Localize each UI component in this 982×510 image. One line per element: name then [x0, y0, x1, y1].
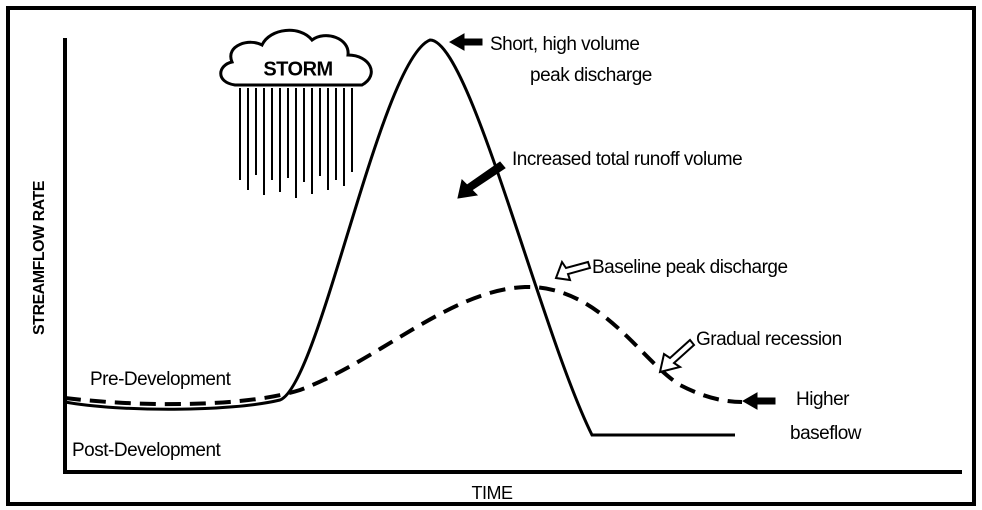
annotation: Increased total runoff volume: [512, 149, 742, 170]
pre-development-curve: [64, 284, 743, 407]
post-development-curve: [64, 38, 735, 437]
annotation: peak discharge: [530, 65, 652, 86]
annotation: Higher: [796, 389, 850, 410]
curve-label: Pre-Development: [90, 369, 232, 390]
annotation: baseflow: [790, 423, 862, 444]
storm-icon: STORM: [219, 28, 373, 198]
annotation: Short, high volume: [490, 34, 639, 55]
frame: [6, 6, 976, 506]
storm-label: STORM: [263, 58, 332, 80]
annotation: Baseline peak discharge: [592, 257, 788, 278]
annotation: Gradual recession: [696, 329, 842, 350]
x-axis-label: TIME: [472, 483, 513, 503]
curve-label: Post-Development: [72, 440, 222, 461]
arrows: [448, 33, 776, 410]
y-axis-label: STREAMFLOW RATE: [31, 180, 48, 335]
